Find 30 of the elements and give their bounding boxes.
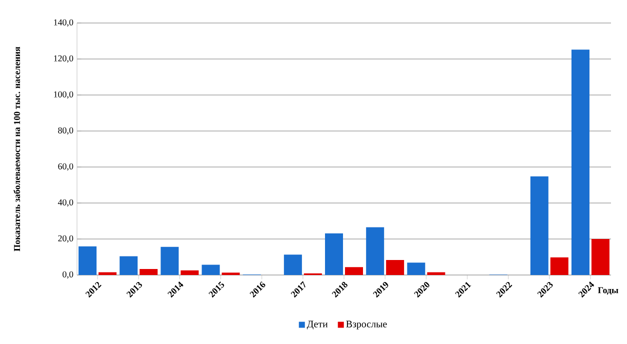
bar: [427, 272, 446, 275]
bar: [284, 254, 302, 275]
bar: [78, 246, 97, 275]
bar: [386, 260, 404, 275]
bar: [160, 246, 179, 275]
y-tick-label: 100,0: [54, 91, 74, 99]
bar: [345, 267, 363, 275]
bar: [140, 269, 158, 275]
y-tick-label: 60,0: [58, 163, 74, 171]
bar: [571, 50, 590, 275]
y-tick-label: 140,0: [54, 19, 74, 27]
bar: [366, 227, 384, 275]
legend-label: Взрослые: [346, 320, 387, 330]
bar: [407, 262, 426, 275]
x-axis-title: Годы: [598, 287, 618, 295]
y-tick-label: 0,0: [62, 271, 74, 279]
legend-label: Дети: [306, 320, 328, 330]
bar: [98, 272, 117, 275]
bar: [325, 233, 344, 275]
y-axis-title: Показатель заболеваемости на 100 тыс. населения: [14, 46, 20, 252]
bar: [530, 176, 548, 275]
y-tick-label: 40,0: [58, 199, 74, 207]
bar: [120, 256, 138, 275]
y-tick-label: 120,0: [54, 55, 74, 63]
bar: [591, 239, 610, 275]
bar: [202, 264, 220, 275]
y-tick-label: 20,0: [58, 235, 74, 243]
bar: [550, 257, 568, 275]
y-tick-label: 80,0: [58, 127, 74, 135]
bar: [180, 270, 199, 275]
